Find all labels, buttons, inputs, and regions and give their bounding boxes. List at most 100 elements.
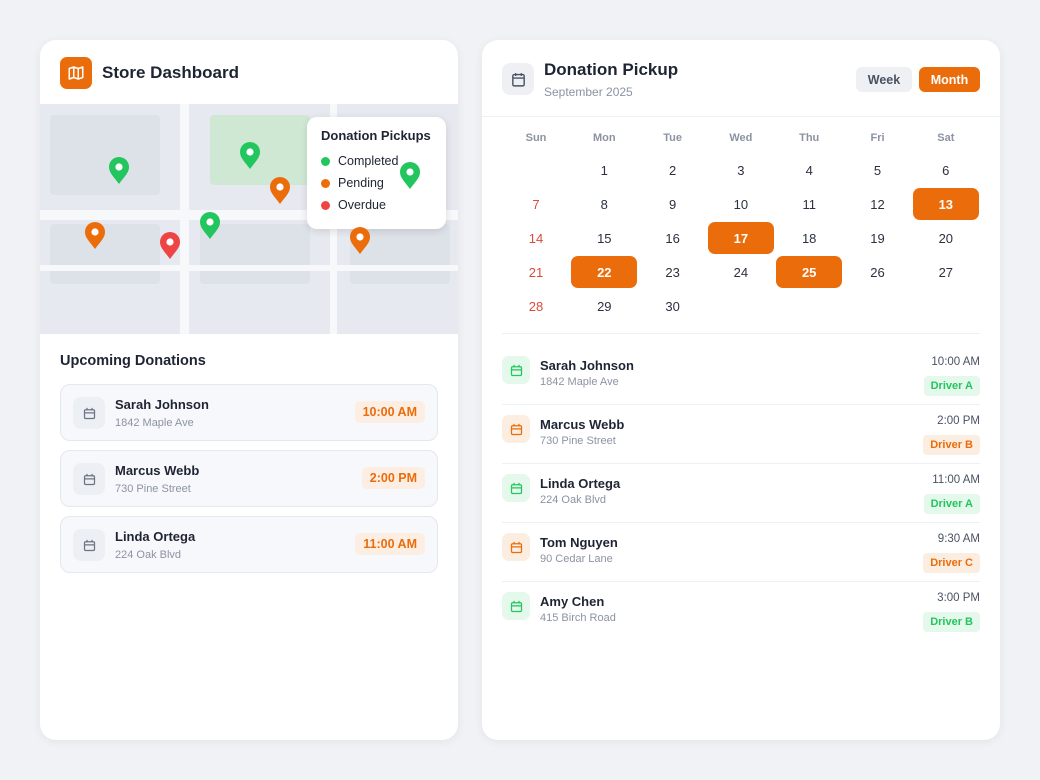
weekday-label: Tue	[663, 132, 682, 144]
donation-item[interactable]: Marcus Webb 730 Pine Street 2:00 PM	[60, 450, 438, 507]
calendar-day[interactable]: 10	[733, 196, 749, 212]
view-button[interactable]: Month	[919, 67, 980, 92]
weekday-label: Fri	[870, 132, 885, 144]
pickup-time: 11:00 AM	[355, 533, 425, 555]
calendar-day[interactable]: 24	[733, 264, 749, 280]
legend-label: Overdue	[338, 198, 386, 212]
calendar-day[interactable]: 16	[665, 230, 680, 246]
pickup-time: 2:00 PM	[937, 415, 980, 427]
pickup-time: 2:00 PM	[361, 467, 425, 489]
donation-item[interactable]: Linda Ortega 224 Oak Blvd 11:00 AM	[60, 516, 438, 573]
legend-dot	[321, 178, 330, 188]
calendar-day[interactable]: 18	[801, 230, 817, 246]
view-button[interactable]: Week	[856, 67, 912, 92]
weekday-label: Sun	[525, 132, 547, 144]
item-icon	[73, 529, 105, 561]
map-legend: Donation Pickups Completed Pending Overdue	[307, 117, 446, 229]
weekday-label: Wed	[729, 132, 753, 144]
weekday-label: Sat	[937, 132, 955, 144]
legend-item: Completed	[321, 150, 432, 172]
calendar-day[interactable]: 19	[870, 230, 885, 246]
donor-address: 90 Cedar Lane	[540, 553, 613, 565]
donor-name: Tom Nguyen	[540, 535, 618, 550]
calendar-day[interactable]: 28	[528, 298, 544, 314]
donor-address: 730 Pine Street	[115, 483, 191, 495]
calendar-day[interactable]: 9	[668, 196, 677, 212]
item-icon	[73, 397, 105, 429]
calendar-day[interactable]: 1	[600, 162, 608, 178]
calendar-day[interactable]: 29	[597, 298, 612, 314]
map-card: Store Dashboard Donation Pickups Complet…	[40, 40, 458, 740]
map-icon	[60, 57, 92, 89]
calendar-day[interactable]: 6	[942, 162, 950, 178]
legend-label: Completed	[338, 154, 399, 168]
divider	[482, 116, 1000, 117]
calendar-day[interactable]: 14	[528, 230, 544, 246]
pickup-time: 11:00 AM	[932, 474, 980, 486]
donor-address: 224 Oak Blvd	[115, 549, 182, 561]
calendar-day[interactable]: 17	[707, 222, 774, 254]
calendar-day[interactable]: 23	[665, 264, 680, 280]
calendar-day[interactable]: 27	[938, 264, 954, 280]
donor-name: Marcus Webb	[540, 417, 625, 432]
schedule-row[interactable]: Linda Ortega 224 Oak Blvd 11:00 AM Driver A	[502, 464, 980, 523]
schedule-row[interactable]: Tom Nguyen 90 Cedar Lane 9:30 AM Driver C	[502, 523, 980, 582]
calendar-day[interactable]: 7	[532, 196, 540, 212]
legend-title: Donation Pickups	[321, 128, 431, 143]
driver-badge: Driver A	[923, 376, 980, 396]
donor-name: Amy Chen	[540, 594, 605, 609]
item-icon	[502, 474, 530, 502]
legend-item: Pending	[321, 172, 432, 194]
donation-item[interactable]: Sarah Johnson 1842 Maple Ave 10:00 AM	[60, 384, 438, 441]
calendar-day[interactable]: 15	[597, 230, 612, 246]
calendar-day[interactable]: 25	[776, 256, 843, 288]
item-icon	[502, 592, 530, 620]
weekday-label: Thu	[799, 132, 820, 144]
driver-badge: Driver B	[923, 612, 980, 632]
card-subtitle: September 2025	[544, 85, 633, 99]
calendar-day[interactable]: 22	[571, 256, 638, 288]
donor-address: 415 Birch Road	[540, 612, 616, 624]
item-icon	[73, 463, 105, 495]
donor-name: Linda Ortega	[540, 476, 621, 491]
driver-badge: Driver C	[923, 553, 980, 573]
calendar-day[interactable]: 4	[805, 162, 813, 178]
donor-address: 1842 Maple Ave	[540, 376, 619, 388]
calendar-day[interactable]: 5	[873, 162, 882, 178]
schedule-row[interactable]: Marcus Webb 730 Pine Street 2:00 PM Driver …	[502, 405, 980, 464]
driver-badge: Driver A	[923, 494, 980, 514]
calendar-day[interactable]: 2	[668, 162, 677, 178]
schedule-row[interactable]: Amy Chen 415 Birch Road 3:00 PM Driver B	[502, 582, 980, 641]
map-pins-top	[350, 162, 420, 254]
calendar-day[interactable]: 8	[600, 196, 608, 212]
pickup-time: 10:00 AM	[354, 401, 425, 423]
calendar-day[interactable]: 13	[912, 188, 979, 220]
item-icon	[502, 356, 530, 384]
calendar-day[interactable]: 30	[665, 298, 680, 314]
pickup-time: 10:00 AM	[931, 356, 980, 368]
pickup-time: 9:30 AM	[937, 533, 980, 545]
calendar-card: Donation Pickup September 2025 Week Month…	[482, 40, 1000, 740]
calendar-day[interactable]: 12	[870, 196, 885, 212]
donor-address: 730 Pine Street	[540, 435, 616, 447]
donor-name: Marcus Webb	[115, 463, 200, 478]
calendar-day[interactable]: 26	[870, 264, 885, 280]
donor-name: Sarah Johnson	[115, 397, 209, 412]
legend-dot	[321, 156, 330, 166]
donor-name: Sarah Johnson	[540, 358, 634, 373]
card-title: Donation Pickup	[544, 60, 679, 79]
schedule-row[interactable]: Sarah Johnson 1842 Maple Ave 10:00 AM Drive…	[502, 346, 980, 405]
legend-label: Pending	[338, 176, 384, 190]
calendar-icon	[502, 63, 534, 95]
weekday-label: Mon	[592, 132, 616, 144]
calendar-day[interactable]: 11	[802, 196, 816, 212]
calendar-day[interactable]: 3	[737, 162, 745, 178]
section-title: Upcoming Donations	[60, 353, 206, 369]
donor-address: 224 Oak Blvd	[540, 494, 607, 506]
calendar-day[interactable]: 20	[938, 230, 954, 246]
item-icon	[502, 415, 530, 443]
legend-item: Overdue	[321, 194, 432, 216]
donor-address: 1842 Maple Ave	[115, 417, 194, 429]
calendar-day[interactable]: 21	[528, 264, 544, 280]
